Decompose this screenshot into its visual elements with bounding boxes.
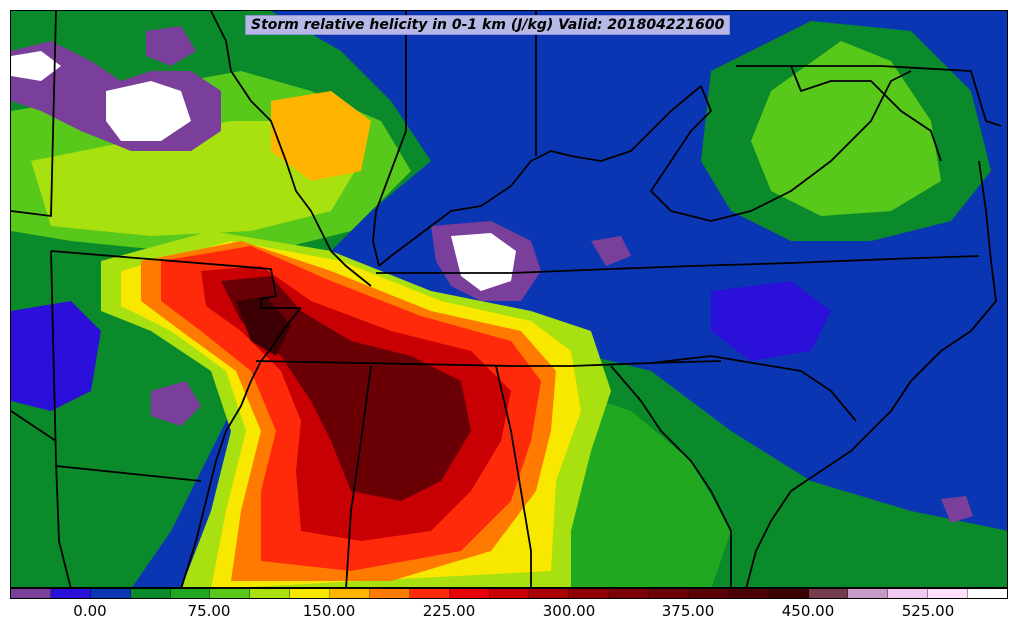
colorbar-segment [330,589,370,598]
colorbar-segment [170,589,211,598]
colorbar-segment [11,589,51,598]
colorbar-segment [848,589,889,598]
colorbar-segment [968,589,1007,598]
field-white-northwest2 [11,51,61,81]
border-ar-la [55,465,202,482]
colorbar-segment [210,589,251,598]
border-tn-south [255,360,722,367]
colorbar-segment [808,589,849,598]
colorbar-label-75: 75.00 [187,602,231,620]
colorbar-segment [529,589,570,598]
colorbar-segment [90,589,131,598]
colorbar-label-300: 300.00 [542,602,596,620]
field-purple-east [591,236,631,266]
border-mo-north [50,250,301,309]
field-white-northwest [106,81,191,141]
border-ks [11,11,57,217]
colorbar-label-150: 150.00 [302,602,356,620]
colorbar-label-450: 450.00 [781,602,835,620]
border-ga-sc [610,365,732,587]
colorbar-segment [130,589,171,598]
field-purple-west [151,381,201,426]
colorbar-segment [409,589,450,598]
border-il-in [372,11,407,267]
colorbar-label-225: 225.00 [422,602,476,620]
border-al-ga [495,365,532,587]
colorbar-segment [768,589,809,598]
map-panel [10,10,1008,588]
colorbar-segment [928,589,968,598]
field-white-central [451,233,516,291]
border-pa-md [736,65,972,72]
colorbar-segment [369,589,410,598]
colorbar-segment [688,589,729,598]
colorbar-segment [888,589,929,598]
border-ok-tx [11,410,57,442]
border-delaware [970,70,1002,127]
border-wv [650,70,912,222]
colorbar-label-375: 375.00 [661,602,715,620]
field-purple-southeast [941,496,973,523]
colorbar-label-525: 525.00 [901,602,955,620]
colorbar [10,588,1008,599]
colorbar-label-0: 0.00 [73,602,107,620]
field-blue-dark-east [711,281,831,361]
colorbar-segment [728,589,769,598]
colorbar-segment [489,589,530,598]
state-borders [11,11,1002,587]
field-purple-north [146,26,196,66]
colorbar-segment [649,589,689,598]
colorbar-segment [569,589,610,598]
colorbar-segment [449,589,490,598]
border-ohio-river [378,85,702,267]
border-mississippi-south [180,307,302,587]
border-mississippi-north [210,11,372,287]
border-ar-west [50,250,72,587]
border-ms-al [345,365,372,587]
field-orange-north [271,91,371,181]
border-nc-sc [650,355,857,422]
colorbar-segment [290,589,330,598]
helicity-field-map [11,11,1007,587]
coastline-atlantic [745,160,997,587]
map-title: Storm relative helicity in 0-1 km (J/kg)… [245,15,731,35]
border-ky-tn [376,255,980,274]
colorbar-segment [250,589,291,598]
colorbar-segment [609,589,649,598]
field-blue-dark-west [11,301,101,411]
colorbar-segment [50,589,91,598]
border-md-va [790,65,942,162]
